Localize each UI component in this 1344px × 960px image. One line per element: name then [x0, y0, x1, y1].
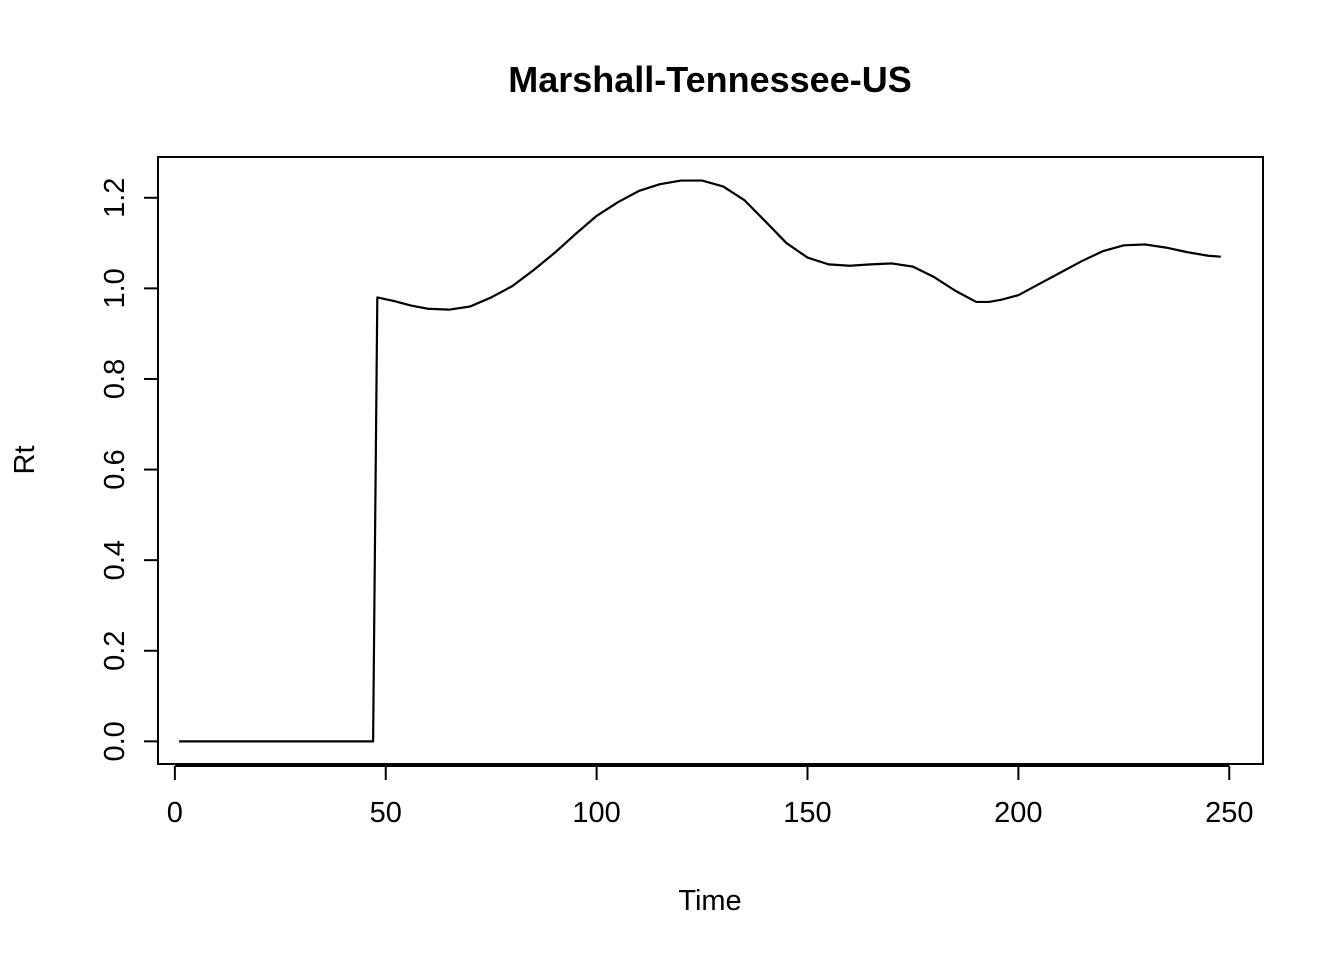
y-tick-label: 0.2 [99, 631, 131, 671]
plot-frame [157, 156, 1264, 765]
series-group [179, 179, 1221, 743]
y-tick-label: 0.0 [99, 721, 131, 761]
y-tick-label: 0.6 [99, 449, 131, 489]
x-axis: 0 50 100 150 200 250 [167, 765, 1253, 829]
x-tick-label: 50 [370, 797, 402, 829]
x-tick-label: 150 [783, 797, 831, 829]
series-line [179, 179, 1221, 743]
chart-title: Marshall-Tennessee-US [508, 59, 911, 100]
x-tick-label: 0 [167, 797, 183, 829]
y-tick-label: 1.0 [99, 268, 131, 308]
y-tick-label: 0.4 [99, 540, 131, 580]
x-tick-label: 100 [572, 797, 620, 829]
x-tick-label: 250 [1205, 797, 1253, 829]
x-tick-label: 200 [994, 797, 1042, 829]
y-axis-label: Rt [9, 446, 41, 475]
y-axis: 0.0 0.2 0.4 0.6 0.8 1.0 1.2 [99, 178, 159, 762]
x-axis-label: Time [678, 885, 741, 917]
y-tick-label: 1.2 [99, 178, 131, 218]
y-tick-label: 0.8 [99, 359, 131, 399]
